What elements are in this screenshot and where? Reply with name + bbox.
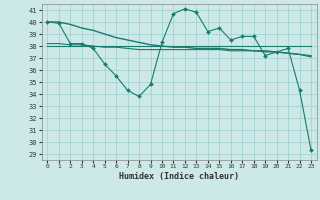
X-axis label: Humidex (Indice chaleur): Humidex (Indice chaleur) (119, 172, 239, 181)
